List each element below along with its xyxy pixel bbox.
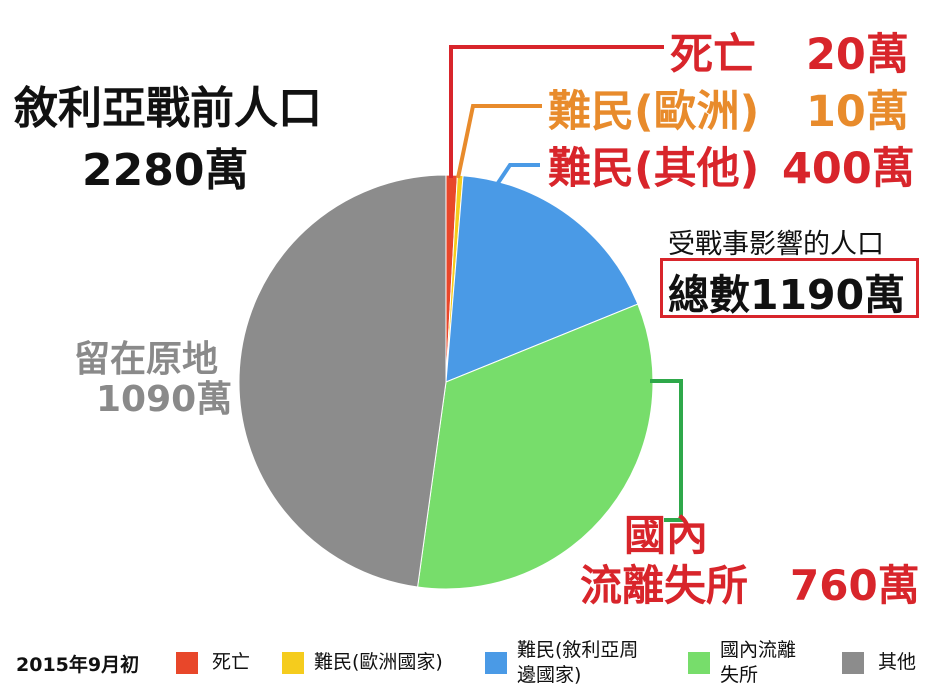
legend-swatch [485, 652, 507, 674]
legend-label: 難民(敘利亞周邊國家) [517, 639, 639, 686]
stayed-value: 1090萬 [96, 379, 233, 420]
deaths-label: 死亡 [670, 30, 756, 80]
legend-label: 國內流離失所 [720, 639, 797, 686]
refugees-europe-label: 難民(歐洲) [548, 87, 760, 137]
legend-date: 2015年9月初 [16, 654, 140, 676]
slice-other [238, 174, 447, 588]
idp-value: 760萬 [790, 561, 920, 610]
chart-title: 敘利亞戰前人口 [14, 83, 322, 134]
legend-swatch [282, 652, 304, 674]
affected-total-box [660, 258, 919, 318]
slice-idp [417, 303, 654, 590]
leader-lines [449, 45, 683, 522]
legend-label: 死亡 [212, 651, 251, 673]
legend: 2015年9月初 死亡 難民(歐洲國家) 難民(敘利亞周邊國家) 國內流離失所 … [0, 632, 940, 692]
affected-total: 總數1190萬 [668, 271, 906, 319]
idp-label-line1: 國內 [624, 511, 709, 560]
refugees-other-label: 難民(其他) [548, 144, 760, 194]
prewar-population-value: 2280萬 [82, 145, 249, 196]
legend-swatch [176, 652, 198, 674]
legend-swatch [688, 652, 710, 674]
pie-slices [238, 174, 654, 590]
legend-label: 難民(歐洲國家) [314, 651, 443, 673]
slice-refugees-neighbors [445, 175, 639, 383]
stayed-label: 留在原地 [74, 339, 219, 380]
leader-line-idp [650, 379, 683, 522]
leader-line-deaths [449, 45, 664, 178]
leader-line-refugees-other [494, 163, 540, 188]
legend-label: 其他 [878, 651, 917, 673]
idp-label-line2: 流離失所 [580, 561, 749, 610]
leader-line-refugees-europe [456, 104, 542, 179]
affected-caption: 受戰事影響的人口 [668, 229, 884, 260]
legend-swatch [842, 652, 864, 674]
pie-chart [238, 45, 683, 590]
refugees-europe-value: 10萬 [806, 87, 909, 137]
refugees-other-value: 400萬 [782, 144, 915, 194]
deaths-value: 20萬 [806, 30, 909, 80]
